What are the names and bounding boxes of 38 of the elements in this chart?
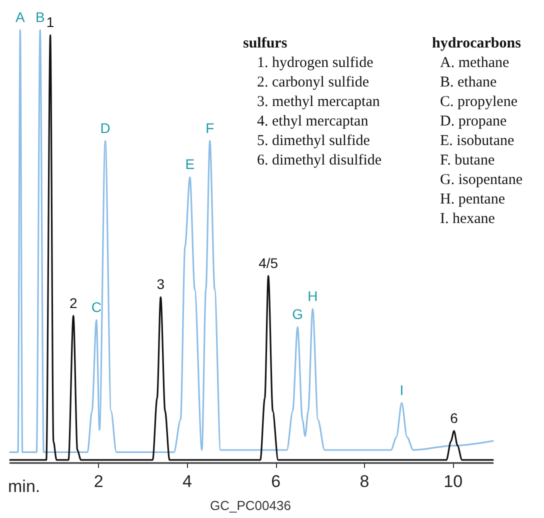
annotation: H — [308, 288, 318, 304]
annotation: I — [400, 382, 404, 398]
annotation: C. propylene — [440, 94, 518, 110]
annotation: E — [185, 156, 195, 172]
x-tick-label: 4 — [182, 472, 192, 491]
x-tick-label: 8 — [360, 472, 370, 491]
x-tick-label: 6 — [271, 472, 281, 491]
annotation: A — [16, 9, 26, 25]
annotation: G — [292, 306, 304, 322]
annotation: D — [100, 120, 110, 136]
x-tick-label: 10 — [444, 472, 463, 491]
annotation: 6. dimethyl disulfide — [257, 152, 382, 168]
annotation: C — [91, 299, 102, 316]
x-axis-title: min. — [8, 477, 40, 496]
annotation: G. isopentane — [440, 172, 523, 188]
annotation: A. methane — [440, 55, 510, 71]
annotation: D. propane — [440, 114, 507, 130]
annotation: 2 — [69, 294, 78, 311]
annotation: 3. methyl mercaptan — [257, 94, 380, 110]
annotation: 1 — [46, 14, 54, 30]
annotation: B — [35, 9, 45, 25]
annotation: 3 — [156, 276, 165, 292]
x-tick-label: 2 — [94, 472, 104, 491]
annotation: 6 — [450, 410, 458, 426]
text: GC_PC00436 — [210, 498, 291, 513]
annotation: B. ethane — [440, 74, 497, 90]
annotation: H. pentane — [440, 192, 506, 208]
annotation: F — [206, 120, 214, 136]
annotation: 4. ethyl mercaptan — [257, 114, 369, 130]
annotation: E. isobutane — [440, 133, 514, 149]
annotation: 1. hydrogen sulfide — [257, 55, 374, 71]
annotation: 4/5 — [258, 254, 278, 271]
annotation: 2. carbonyl sulfide — [257, 74, 370, 90]
annotation: I. hexane — [440, 211, 496, 227]
annotation: hydrocarbons — [432, 36, 522, 52]
annotation: F. butane — [440, 152, 495, 168]
annotation: sulfurs — [243, 36, 288, 52]
annotation: 5. dimethyl sulfide — [257, 133, 370, 149]
